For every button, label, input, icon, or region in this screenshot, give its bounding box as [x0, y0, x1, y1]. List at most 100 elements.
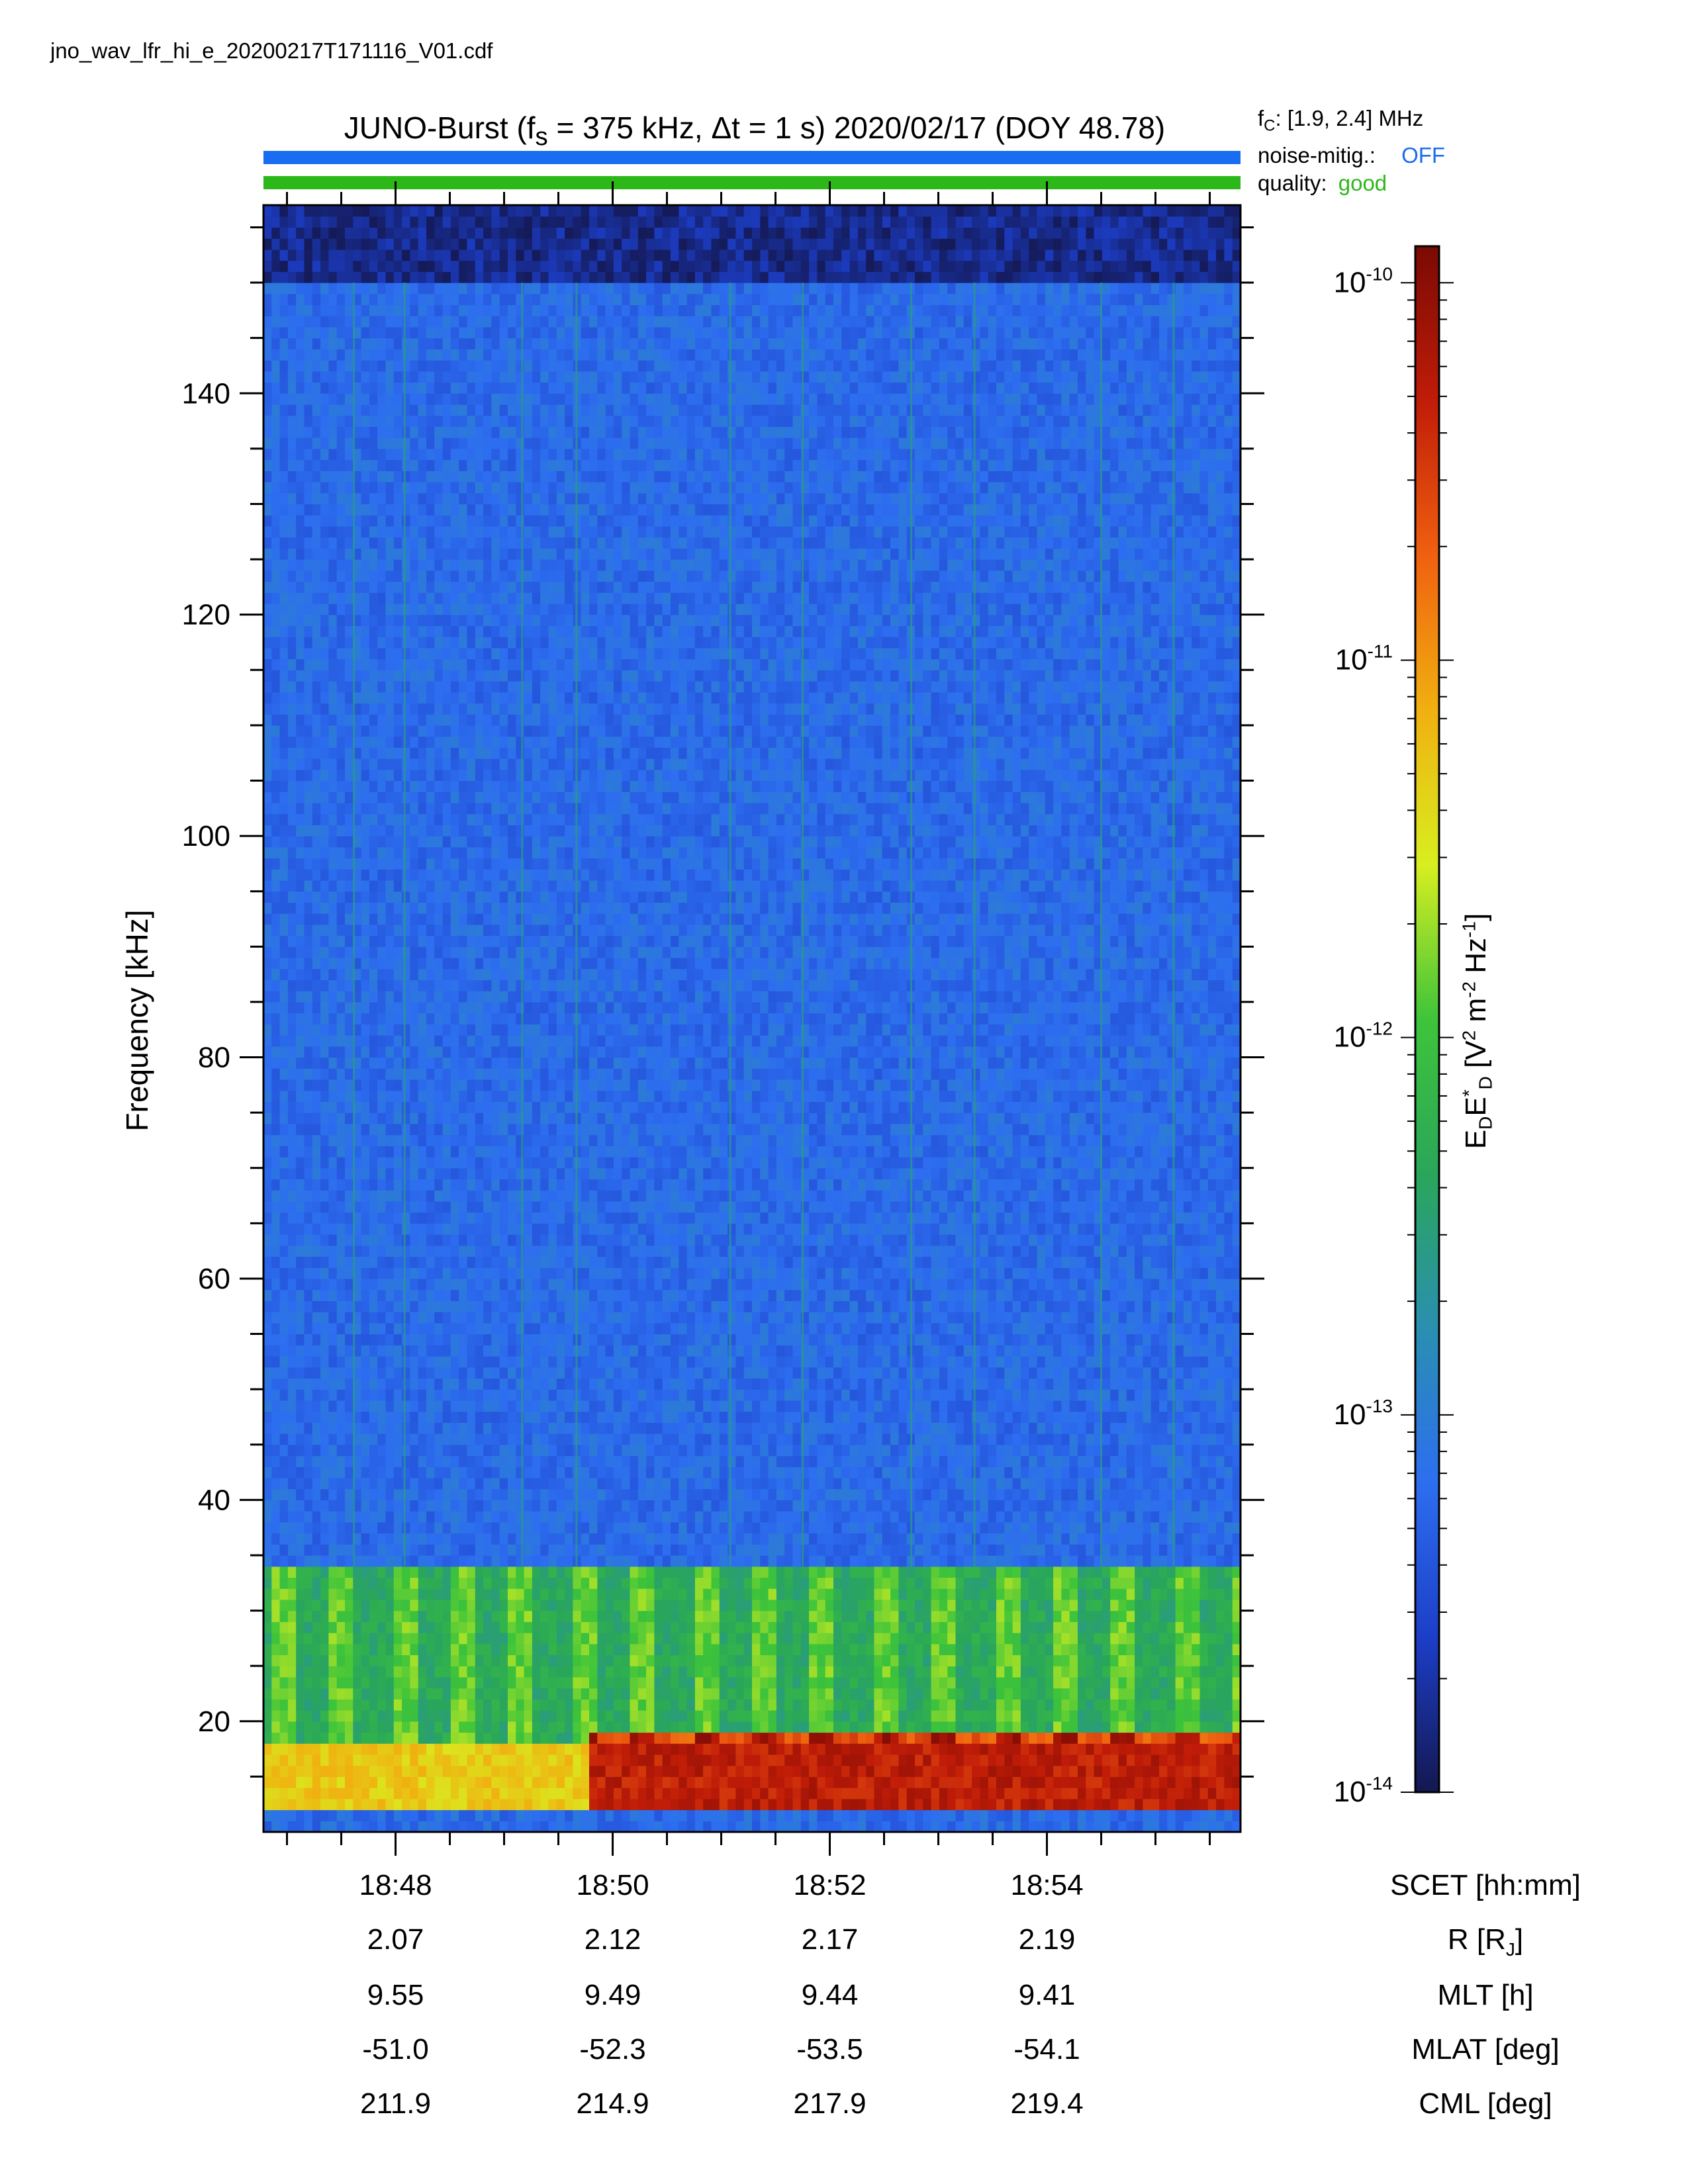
heatmap-cell	[345, 615, 353, 626]
heatmap-cell	[386, 1478, 395, 1489]
heatmap-cell	[524, 1389, 533, 1400]
heatmap-cell	[394, 703, 402, 714]
heatmap-cell	[500, 670, 508, 681]
heatmap-cell	[524, 1422, 533, 1433]
heatmap-cell	[288, 958, 297, 969]
heatmap-cell	[320, 1666, 329, 1677]
heatmap-cell	[369, 1655, 378, 1666]
heatmap-cell	[296, 1146, 305, 1157]
heatmap-cell	[280, 1533, 289, 1545]
heatmap-cell	[377, 1334, 386, 1345]
heatmap-cell	[312, 205, 321, 216]
heatmap-cell	[345, 1699, 353, 1710]
heatmap-cell	[508, 504, 516, 516]
heatmap-cell	[491, 725, 500, 737]
heatmap-cell	[296, 1456, 305, 1467]
heatmap-cell	[459, 1500, 467, 1511]
heatmap-cell	[491, 1101, 500, 1113]
heatmap-cell	[418, 1223, 427, 1234]
heatmap-cell	[369, 670, 378, 681]
heatmap-cell	[386, 1544, 395, 1555]
heatmap-cell	[475, 1600, 484, 1611]
heatmap-cell	[524, 1035, 533, 1046]
heatmap-cell	[386, 1356, 395, 1367]
heatmap-cell	[491, 913, 500, 925]
heatmap-cell	[328, 814, 337, 825]
heatmap-cell	[443, 482, 451, 493]
heatmap-cell	[288, 980, 297, 991]
heatmap-cell	[443, 869, 451, 880]
heatmap-cell	[475, 1290, 484, 1301]
heatmap-cell	[280, 283, 289, 294]
heatmap-cell	[410, 1046, 418, 1058]
heatmap-cell	[516, 1810, 524, 1821]
heatmap-cell	[320, 294, 329, 305]
heatmap-cell	[524, 1733, 533, 1744]
heatmap-cell	[410, 1068, 418, 1079]
heatmap-cell	[491, 1091, 500, 1102]
heatmap-cell	[451, 1500, 459, 1511]
heatmap-cell	[394, 1766, 402, 1777]
heatmap-cell	[305, 1799, 313, 1810]
heatmap-cell	[410, 936, 418, 947]
heatmap-cell	[296, 1621, 305, 1633]
heatmap-cell	[483, 969, 492, 980]
heatmap-cell	[426, 1489, 435, 1500]
heatmap-cell	[410, 493, 418, 504]
heatmap-cell	[361, 1389, 370, 1400]
heatmap-cell	[500, 1146, 508, 1157]
heatmap-cell	[410, 670, 418, 681]
heatmap-cell	[451, 814, 459, 825]
heatmap-cell	[459, 261, 467, 272]
heatmap-cell	[410, 958, 418, 969]
heatmap-cell	[467, 1688, 476, 1700]
heatmap-cell	[483, 537, 492, 549]
heatmap-cell	[271, 803, 280, 814]
heatmap-cell	[386, 582, 395, 593]
heatmap-cell	[288, 615, 297, 626]
heatmap-cell	[500, 902, 508, 913]
heatmap-cell	[369, 548, 378, 559]
heatmap-cell	[410, 1212, 418, 1224]
heatmap-cell	[361, 1621, 370, 1633]
heatmap-cell	[508, 1212, 516, 1224]
heatmap-cell	[271, 1323, 280, 1334]
heatmap-cell	[320, 1212, 329, 1224]
heatmap-cell	[418, 1788, 427, 1799]
heatmap-cell	[434, 1002, 443, 1013]
heatmap-cell	[491, 615, 500, 626]
heatmap-cell	[491, 1500, 500, 1511]
heatmap-cell	[280, 548, 289, 559]
heatmap-cell	[296, 227, 305, 238]
heatmap-cell	[361, 404, 370, 416]
heatmap-cell	[312, 1168, 321, 1179]
heatmap-cell	[475, 1533, 484, 1545]
heatmap-cell	[320, 703, 329, 714]
heatmap-cell	[475, 1776, 484, 1788]
heatmap-cell	[345, 1101, 353, 1113]
heatmap-cell	[443, 1710, 451, 1721]
heatmap-cell	[483, 1810, 492, 1821]
heatmap-cell	[305, 969, 313, 980]
heatmap-cell	[443, 980, 451, 991]
heatmap-cell	[418, 1445, 427, 1456]
heatmap-cell	[451, 1555, 459, 1567]
heatmap-cell	[418, 1688, 427, 1700]
heatmap-cell	[312, 250, 321, 261]
heatmap-cell	[475, 1445, 484, 1456]
heatmap-cell	[426, 1201, 435, 1212]
heatmap-cell	[263, 792, 272, 803]
heatmap-cell	[320, 338, 329, 349]
heatmap-cell	[459, 1555, 467, 1567]
heatmap-cell	[369, 1555, 378, 1567]
heatmap-cell	[288, 1356, 297, 1367]
heatmap-cell	[451, 238, 459, 250]
heatmap-cell	[451, 604, 459, 615]
heatmap-cell	[443, 349, 451, 360]
heatmap-cell	[271, 271, 280, 283]
heatmap-cell	[410, 1079, 418, 1091]
heatmap-cell	[337, 847, 346, 858]
heatmap-cell	[377, 316, 386, 327]
heatmap-cell	[500, 205, 508, 216]
heatmap-cell	[475, 360, 484, 371]
